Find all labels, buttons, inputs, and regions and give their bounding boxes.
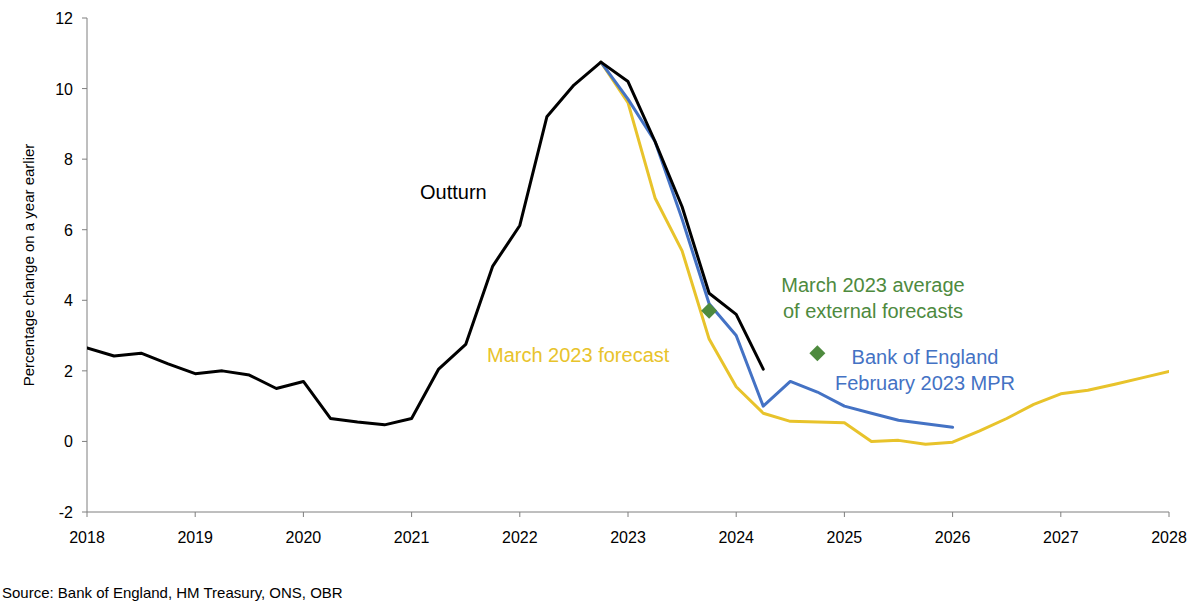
x-tick xyxy=(519,512,520,517)
plot-area xyxy=(87,62,1169,444)
y-tick xyxy=(82,512,87,513)
x-tick-label: 2021 xyxy=(394,529,430,546)
x-tick-label: 2023 xyxy=(610,529,646,546)
x-tick xyxy=(87,512,88,517)
x-tick-label: 2025 xyxy=(827,529,863,546)
y-axis xyxy=(87,18,88,512)
x-tick xyxy=(844,512,845,517)
x-tick-label: 2019 xyxy=(177,529,213,546)
y-tick-label: 12 xyxy=(55,10,73,27)
y-tick xyxy=(82,159,87,160)
series-label: Bank of EnglandFebruary 2023 MPR xyxy=(835,346,1015,394)
source-note: Source: Bank of England, HM Treasury, ON… xyxy=(2,584,343,601)
x-tick xyxy=(303,512,304,517)
series-point xyxy=(809,345,825,361)
y-tick xyxy=(82,88,87,89)
x-tick xyxy=(411,512,412,517)
y-tick xyxy=(82,18,87,19)
series-label: March 2023 forecast xyxy=(487,344,670,366)
chart: -2 0 2 4 6 8 10 12 2018 2019 2020 2021 2022 2023 2024 2… xyxy=(0,0,1200,615)
x-tick xyxy=(1060,512,1061,517)
series-line xyxy=(87,62,763,425)
series-point xyxy=(701,303,717,319)
series-label: Outturn xyxy=(420,181,487,203)
x-tick-label: 2028 xyxy=(1151,529,1187,546)
x-tick-label: 2027 xyxy=(1043,529,1079,546)
y-tick-label: 0 xyxy=(64,433,73,450)
y-tick-label: 10 xyxy=(55,81,73,98)
y-axis-title: Percentage change on a year earlier xyxy=(20,144,37,387)
y-tick-label: -2 xyxy=(59,504,73,521)
y-tick-label: 4 xyxy=(64,292,73,309)
x-tick-label: 2024 xyxy=(718,529,754,546)
y-tick xyxy=(82,370,87,371)
x-tick-label: 2020 xyxy=(286,529,322,546)
x-tick xyxy=(1169,512,1170,517)
y-tick-label: 8 xyxy=(64,151,73,168)
y-tick-label: 2 xyxy=(64,363,73,380)
y-tick xyxy=(82,229,87,230)
x-tick xyxy=(195,512,196,517)
x-tick xyxy=(736,512,737,517)
series-line xyxy=(601,62,1169,444)
y-tick xyxy=(82,441,87,442)
y-tick xyxy=(82,300,87,301)
x-tick-label: 2026 xyxy=(935,529,971,546)
x-tick-label: 2022 xyxy=(502,529,538,546)
x-tick xyxy=(952,512,953,517)
y-tick-label: 6 xyxy=(64,222,73,239)
series-label: March 2023 averageof external forecasts xyxy=(781,274,964,322)
x-tick-label: 2018 xyxy=(69,529,105,546)
x-tick xyxy=(628,512,629,517)
